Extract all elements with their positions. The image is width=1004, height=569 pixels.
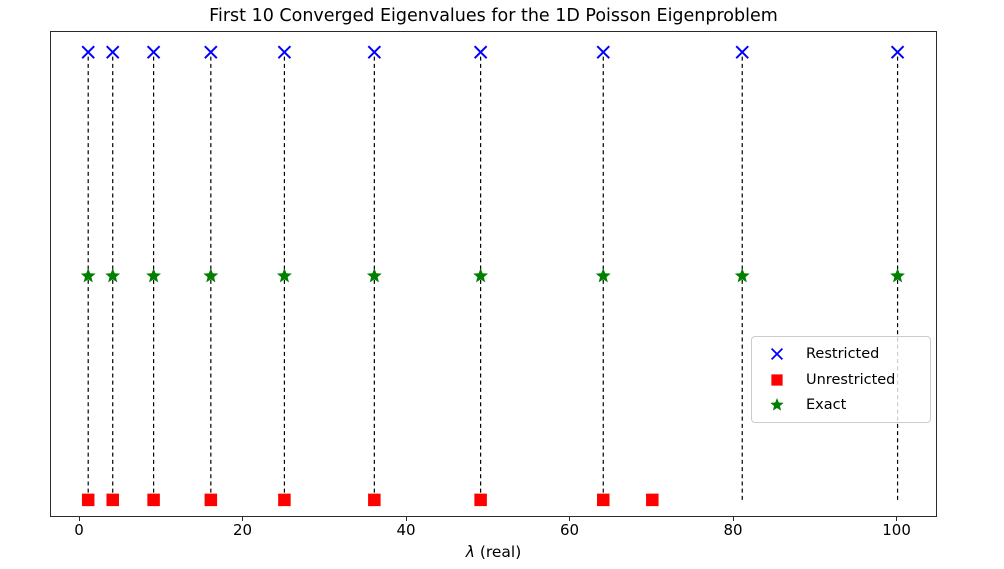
marker-unrestricted [278, 493, 291, 507]
marker-unrestricted [368, 493, 381, 507]
x-tick-label: 40 [396, 521, 416, 539]
legend-item-restricted: Restricted [764, 341, 930, 367]
marker-exact [146, 268, 162, 283]
unrestricted-marker-icon [771, 373, 783, 386]
legend-label: Unrestricted [806, 371, 896, 388]
exact-marker-icon [770, 398, 784, 411]
marker-exact [203, 268, 219, 283]
x-axis-label: λ (real) [465, 543, 522, 561]
plot-canvas [80, 45, 905, 507]
marker-exact [473, 268, 489, 283]
marker-restricted [596, 45, 610, 59]
x-tick-label: 20 [232, 521, 253, 539]
x-tick [569, 517, 571, 521]
restricted-marker-icon [770, 347, 784, 360]
x-tick [78, 517, 80, 521]
unrestricted-marker-icon [771, 373, 783, 386]
x-tick-label: 60 [560, 521, 580, 539]
marker-exact [105, 268, 121, 283]
marker-exact [595, 268, 611, 283]
marker-unrestricted [646, 493, 659, 507]
marker-exact [890, 268, 905, 283]
marker-unrestricted [597, 493, 610, 507]
marker-restricted [367, 45, 382, 59]
legend-label: Exact [806, 397, 847, 414]
legend-label: Restricted [806, 345, 880, 362]
x-tick-label: 100 [882, 521, 911, 539]
marker-exact [366, 268, 382, 283]
marker-unrestricted [106, 493, 119, 507]
x-tick-label: 80 [723, 521, 743, 539]
exact-marker-icon [770, 398, 784, 411]
marker-restricted [146, 45, 161, 59]
x-tick-label: 0 [74, 521, 84, 539]
marker-restricted [473, 45, 488, 59]
marker-restricted [106, 45, 120, 59]
marker-unrestricted [81, 493, 95, 507]
x-tick [896, 517, 898, 521]
marker-restricted [735, 45, 749, 59]
legend-item-exact: Exact [764, 392, 930, 418]
plot-area [50, 31, 937, 517]
x-tick [732, 517, 734, 521]
restricted-marker-icon [770, 347, 784, 360]
marker-restricted [81, 45, 95, 59]
legend-item-unrestricted: Unrestricted [764, 367, 930, 393]
marker-exact [80, 268, 96, 283]
chart-title: First 10 Converged Eigenvalues for the 1… [209, 6, 778, 26]
marker-unrestricted [204, 493, 218, 507]
x-tick [242, 517, 244, 521]
marker-restricted [890, 45, 905, 59]
marker-restricted [277, 45, 292, 59]
marker-exact [276, 268, 292, 283]
marker-unrestricted [147, 493, 160, 507]
marker-restricted [204, 45, 218, 59]
marker-unrestricted [474, 493, 487, 507]
x-tick [405, 517, 407, 521]
marker-exact [734, 268, 750, 283]
legend: Restricted Unrestricted Exact [751, 336, 931, 423]
